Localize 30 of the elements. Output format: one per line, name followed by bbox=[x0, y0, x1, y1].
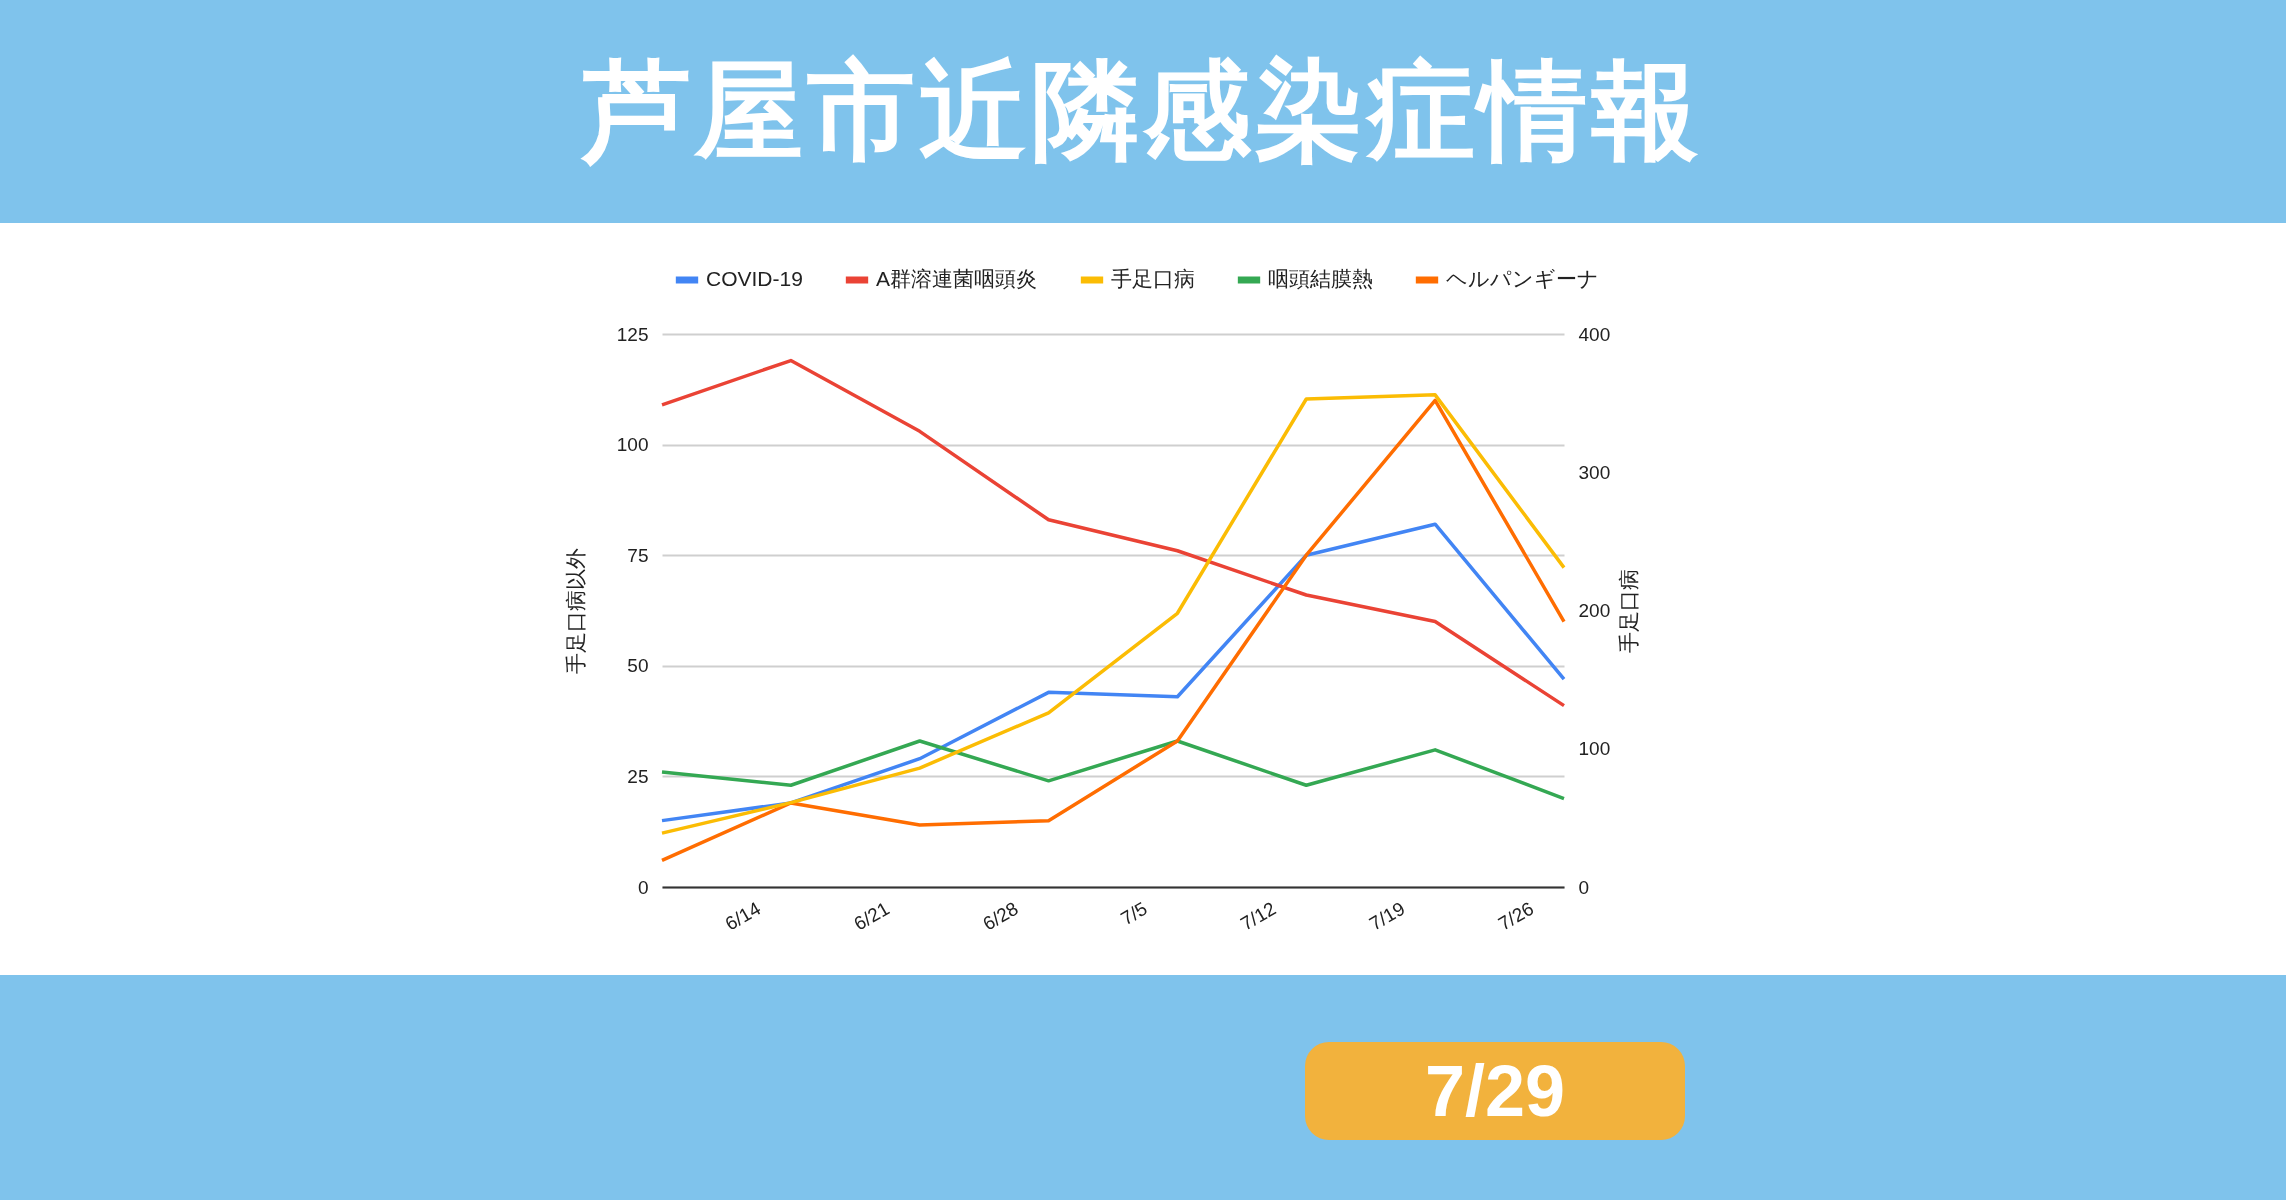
y2-tick-label: 300 bbox=[1578, 461, 1611, 483]
legend-label: A群溶連菌咽頭炎 bbox=[876, 267, 1038, 290]
x-tick-label: 6/21 bbox=[850, 897, 893, 935]
text: 7/29 bbox=[1305, 1042, 1685, 1140]
legend-label: 咽頭結膜熱 bbox=[1268, 267, 1373, 290]
x-tick-label: 6/28 bbox=[979, 897, 1022, 935]
y-tick-label: 125 bbox=[616, 323, 649, 345]
legend-label: 手足口病 bbox=[1111, 267, 1195, 290]
y-tick-label: 50 bbox=[627, 655, 649, 677]
x-tick-label: 7/19 bbox=[1365, 897, 1409, 935]
y-tick-label: 0 bbox=[637, 876, 649, 898]
x-tick-label: 7/12 bbox=[1236, 897, 1280, 935]
y-tick-label: 25 bbox=[627, 765, 649, 787]
x-tick-label: 7/5 bbox=[1117, 897, 1151, 930]
chart-title: 芦屋市近隣感染症情報 bbox=[0, 0, 2286, 223]
y2-tick-label: 200 bbox=[1578, 600, 1611, 621]
x-tick-label: 7/26 bbox=[1494, 897, 1538, 935]
line-series bbox=[660, 522, 1566, 823]
y2-tick-label: 400 bbox=[1578, 323, 1611, 345]
legend-label: ヘルパンギーナ bbox=[1446, 267, 1599, 290]
line-series bbox=[660, 739, 1566, 801]
x-tick-label: 6/14 bbox=[721, 897, 765, 935]
y2-tick-label: 0 bbox=[1578, 876, 1590, 898]
y2-axis-title: 手足口病 bbox=[1617, 569, 1641, 653]
y2-tick-label: 100 bbox=[1578, 738, 1611, 760]
y-tick-label: 75 bbox=[627, 544, 649, 566]
line-series bbox=[660, 358, 1566, 708]
y-tick-label: 100 bbox=[616, 434, 649, 456]
legend-label: COVID-19 bbox=[706, 267, 803, 290]
y-axis-title: 手足口病以外 bbox=[563, 548, 587, 674]
